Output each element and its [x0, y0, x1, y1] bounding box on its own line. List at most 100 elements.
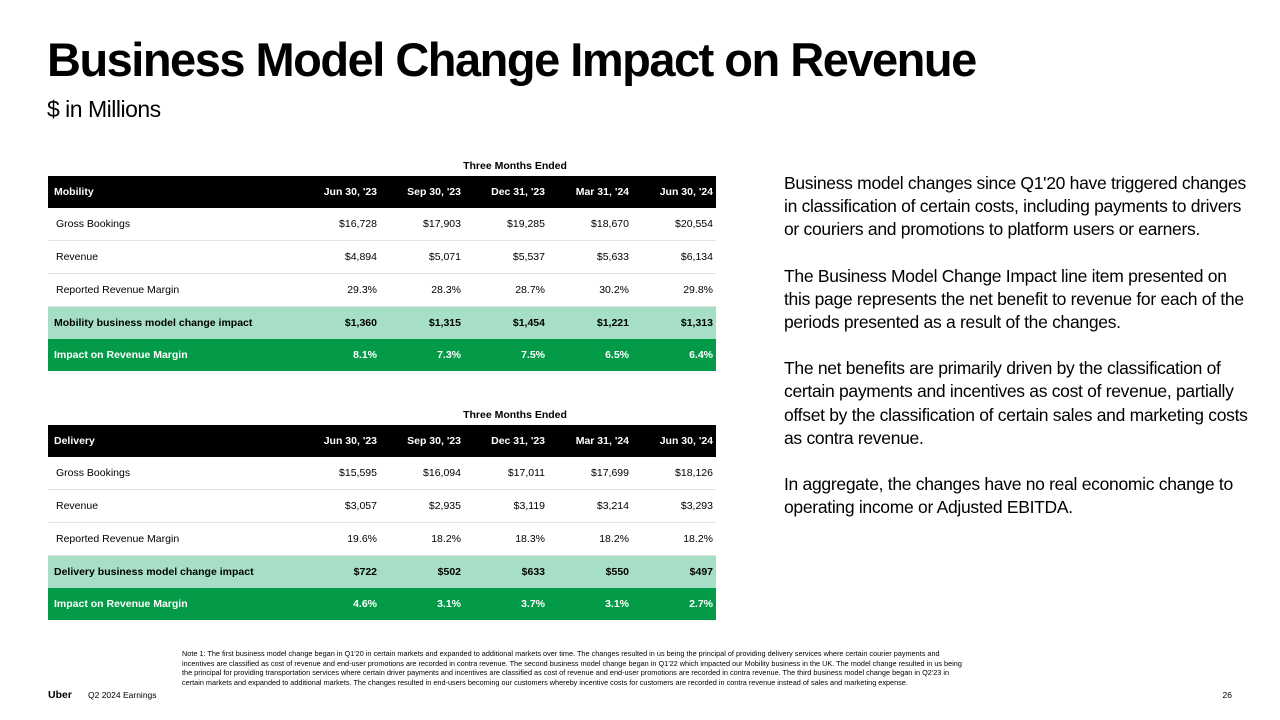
table-cell: $633	[464, 555, 548, 588]
table-cell: $5,537	[464, 240, 548, 274]
table-cell: $1,315	[380, 306, 464, 339]
impact-row: Delivery business model change impact $7…	[48, 555, 716, 588]
table-cell: 28.7%	[464, 273, 548, 307]
table-cell: $3,214	[548, 489, 632, 523]
table-cell: 18.2%	[548, 522, 632, 556]
table-cell: $19,285	[464, 208, 548, 241]
table-cell: $1,221	[548, 306, 632, 339]
table-cell: 29.3%	[296, 273, 380, 307]
table-cell: $17,011	[464, 457, 548, 490]
table-cell: 8.1%	[296, 339, 380, 371]
row-label: Mobility business model change impact	[48, 306, 296, 339]
row-label: Delivery business model change impact	[48, 555, 296, 588]
table-cell: $497	[632, 555, 716, 588]
table-cell: 2.7%	[632, 588, 716, 620]
table-cell: $5,071	[380, 240, 464, 274]
table-cell: $5,633	[548, 240, 632, 274]
table-cell: $18,126	[632, 457, 716, 490]
table-cell: $6,134	[632, 240, 716, 274]
column-header: Dec 31, '23	[464, 176, 548, 208]
row-label: Revenue	[48, 240, 296, 274]
table-cell: $3,119	[464, 489, 548, 523]
row-label: Impact on Revenue Margin	[48, 588, 296, 620]
column-header: Sep 30, '23	[380, 425, 464, 457]
column-header: Sep 30, '23	[380, 176, 464, 208]
row-label: Gross Bookings	[48, 457, 296, 490]
page-number: 26	[1222, 690, 1232, 700]
mobility-table-section: Three Months Ended Mobility Jun 30, '23 …	[48, 160, 716, 371]
row-label: Reported Revenue Margin	[48, 522, 296, 556]
table-cell: $2,935	[380, 489, 464, 523]
table-cell: 7.3%	[380, 339, 464, 371]
table-row: Revenue $3,057 $2,935 $3,119 $3,214 $3,2…	[48, 489, 716, 523]
table-cell: $3,293	[632, 489, 716, 523]
table-row: Revenue $4,894 $5,071 $5,537 $5,633 $6,1…	[48, 240, 716, 274]
table-row: Reported Revenue Margin 29.3% 28.3% 28.7…	[48, 273, 716, 307]
impact-row: Mobility business model change impact $1…	[48, 306, 716, 339]
impact-margin-row: Impact on Revenue Margin 4.6% 3.1% 3.7% …	[48, 588, 716, 620]
segment-header: Mobility	[48, 176, 296, 208]
table-cell: 4.6%	[296, 588, 380, 620]
commentary-paragraph: In aggregate, the changes have no real e…	[784, 474, 1233, 518]
table-cell: 18.2%	[632, 522, 716, 556]
table-cell: $502	[380, 555, 464, 588]
table-cell: 29.8%	[632, 273, 716, 307]
table-row: Gross Bookings $16,728 $17,903 $19,285 $…	[48, 208, 716, 241]
table-cell: $1,360	[296, 306, 380, 339]
page-title: Business Model Change Impact on Revenue	[47, 33, 977, 86]
table-cell: $4,894	[296, 240, 380, 274]
table-row: Reported Revenue Margin 19.6% 18.2% 18.3…	[48, 522, 716, 556]
footnote: Note 1: The first business model change …	[182, 649, 962, 687]
column-header: Mar 31, '24	[548, 425, 632, 457]
page-subtitle: $ in Millions	[47, 96, 161, 122]
table-cell: $17,903	[380, 208, 464, 241]
table-cell: $722	[296, 555, 380, 588]
table-cell: 6.4%	[632, 339, 716, 371]
table-cell: $20,554	[632, 208, 716, 241]
brand-logo: Uber	[48, 689, 72, 701]
commentary-paragraph: Business model changes since Q1'20 have …	[784, 173, 1246, 240]
row-label: Impact on Revenue Margin	[48, 339, 296, 371]
mobility-table: Mobility Jun 30, '23 Sep 30, '23 Dec 31,…	[48, 176, 716, 371]
table-cell: 3.7%	[464, 588, 548, 620]
table-cell: 18.2%	[380, 522, 464, 556]
row-label: Reported Revenue Margin	[48, 273, 296, 307]
table-cell: $3,057	[296, 489, 380, 523]
segment-header: Delivery	[48, 425, 296, 457]
table-cell: $550	[548, 555, 632, 588]
table-row: Gross Bookings $15,595 $16,094 $17,011 $…	[48, 457, 716, 490]
column-header: Jun 30, '24	[632, 425, 716, 457]
delivery-table: Delivery Jun 30, '23 Sep 30, '23 Dec 31,…	[48, 425, 716, 620]
delivery-table-section: Three Months Ended Delivery Jun 30, '23 …	[48, 409, 716, 620]
table-cell: 3.1%	[548, 588, 632, 620]
table-cell: 30.2%	[548, 273, 632, 307]
table-cell: 28.3%	[380, 273, 464, 307]
commentary-paragraph: The net benefits are primarily driven by…	[784, 358, 1248, 448]
table-header-row: Mobility Jun 30, '23 Sep 30, '23 Dec 31,…	[48, 176, 716, 208]
report-name: Q2 2024 Earnings	[88, 690, 157, 700]
table-header-row: Delivery Jun 30, '23 Sep 30, '23 Dec 31,…	[48, 425, 716, 457]
column-header: Mar 31, '24	[548, 176, 632, 208]
column-header: Dec 31, '23	[464, 425, 548, 457]
table-cell: 3.1%	[380, 588, 464, 620]
table-cell: $16,728	[296, 208, 380, 241]
delivery-table-caption: Three Months Ended	[463, 409, 567, 421]
row-label: Revenue	[48, 489, 296, 523]
commentary: Business model changes since Q1'20 have …	[784, 172, 1254, 542]
column-header: Jun 30, '23	[296, 425, 380, 457]
table-cell: $18,670	[548, 208, 632, 241]
table-cell: 19.6%	[296, 522, 380, 556]
impact-margin-row: Impact on Revenue Margin 8.1% 7.3% 7.5% …	[48, 339, 716, 371]
table-cell: $17,699	[548, 457, 632, 490]
column-header: Jun 30, '23	[296, 176, 380, 208]
table-cell: 6.5%	[548, 339, 632, 371]
table-cell: $1,454	[464, 306, 548, 339]
table-cell: $1,313	[632, 306, 716, 339]
commentary-paragraph: The Business Model Change Impact line it…	[784, 265, 1244, 333]
table-cell: 18.3%	[464, 522, 548, 556]
table-cell: 7.5%	[464, 339, 548, 371]
mobility-table-caption: Three Months Ended	[463, 160, 567, 172]
table-cell: $16,094	[380, 457, 464, 490]
table-cell: $15,595	[296, 457, 380, 490]
row-label: Gross Bookings	[48, 208, 296, 241]
